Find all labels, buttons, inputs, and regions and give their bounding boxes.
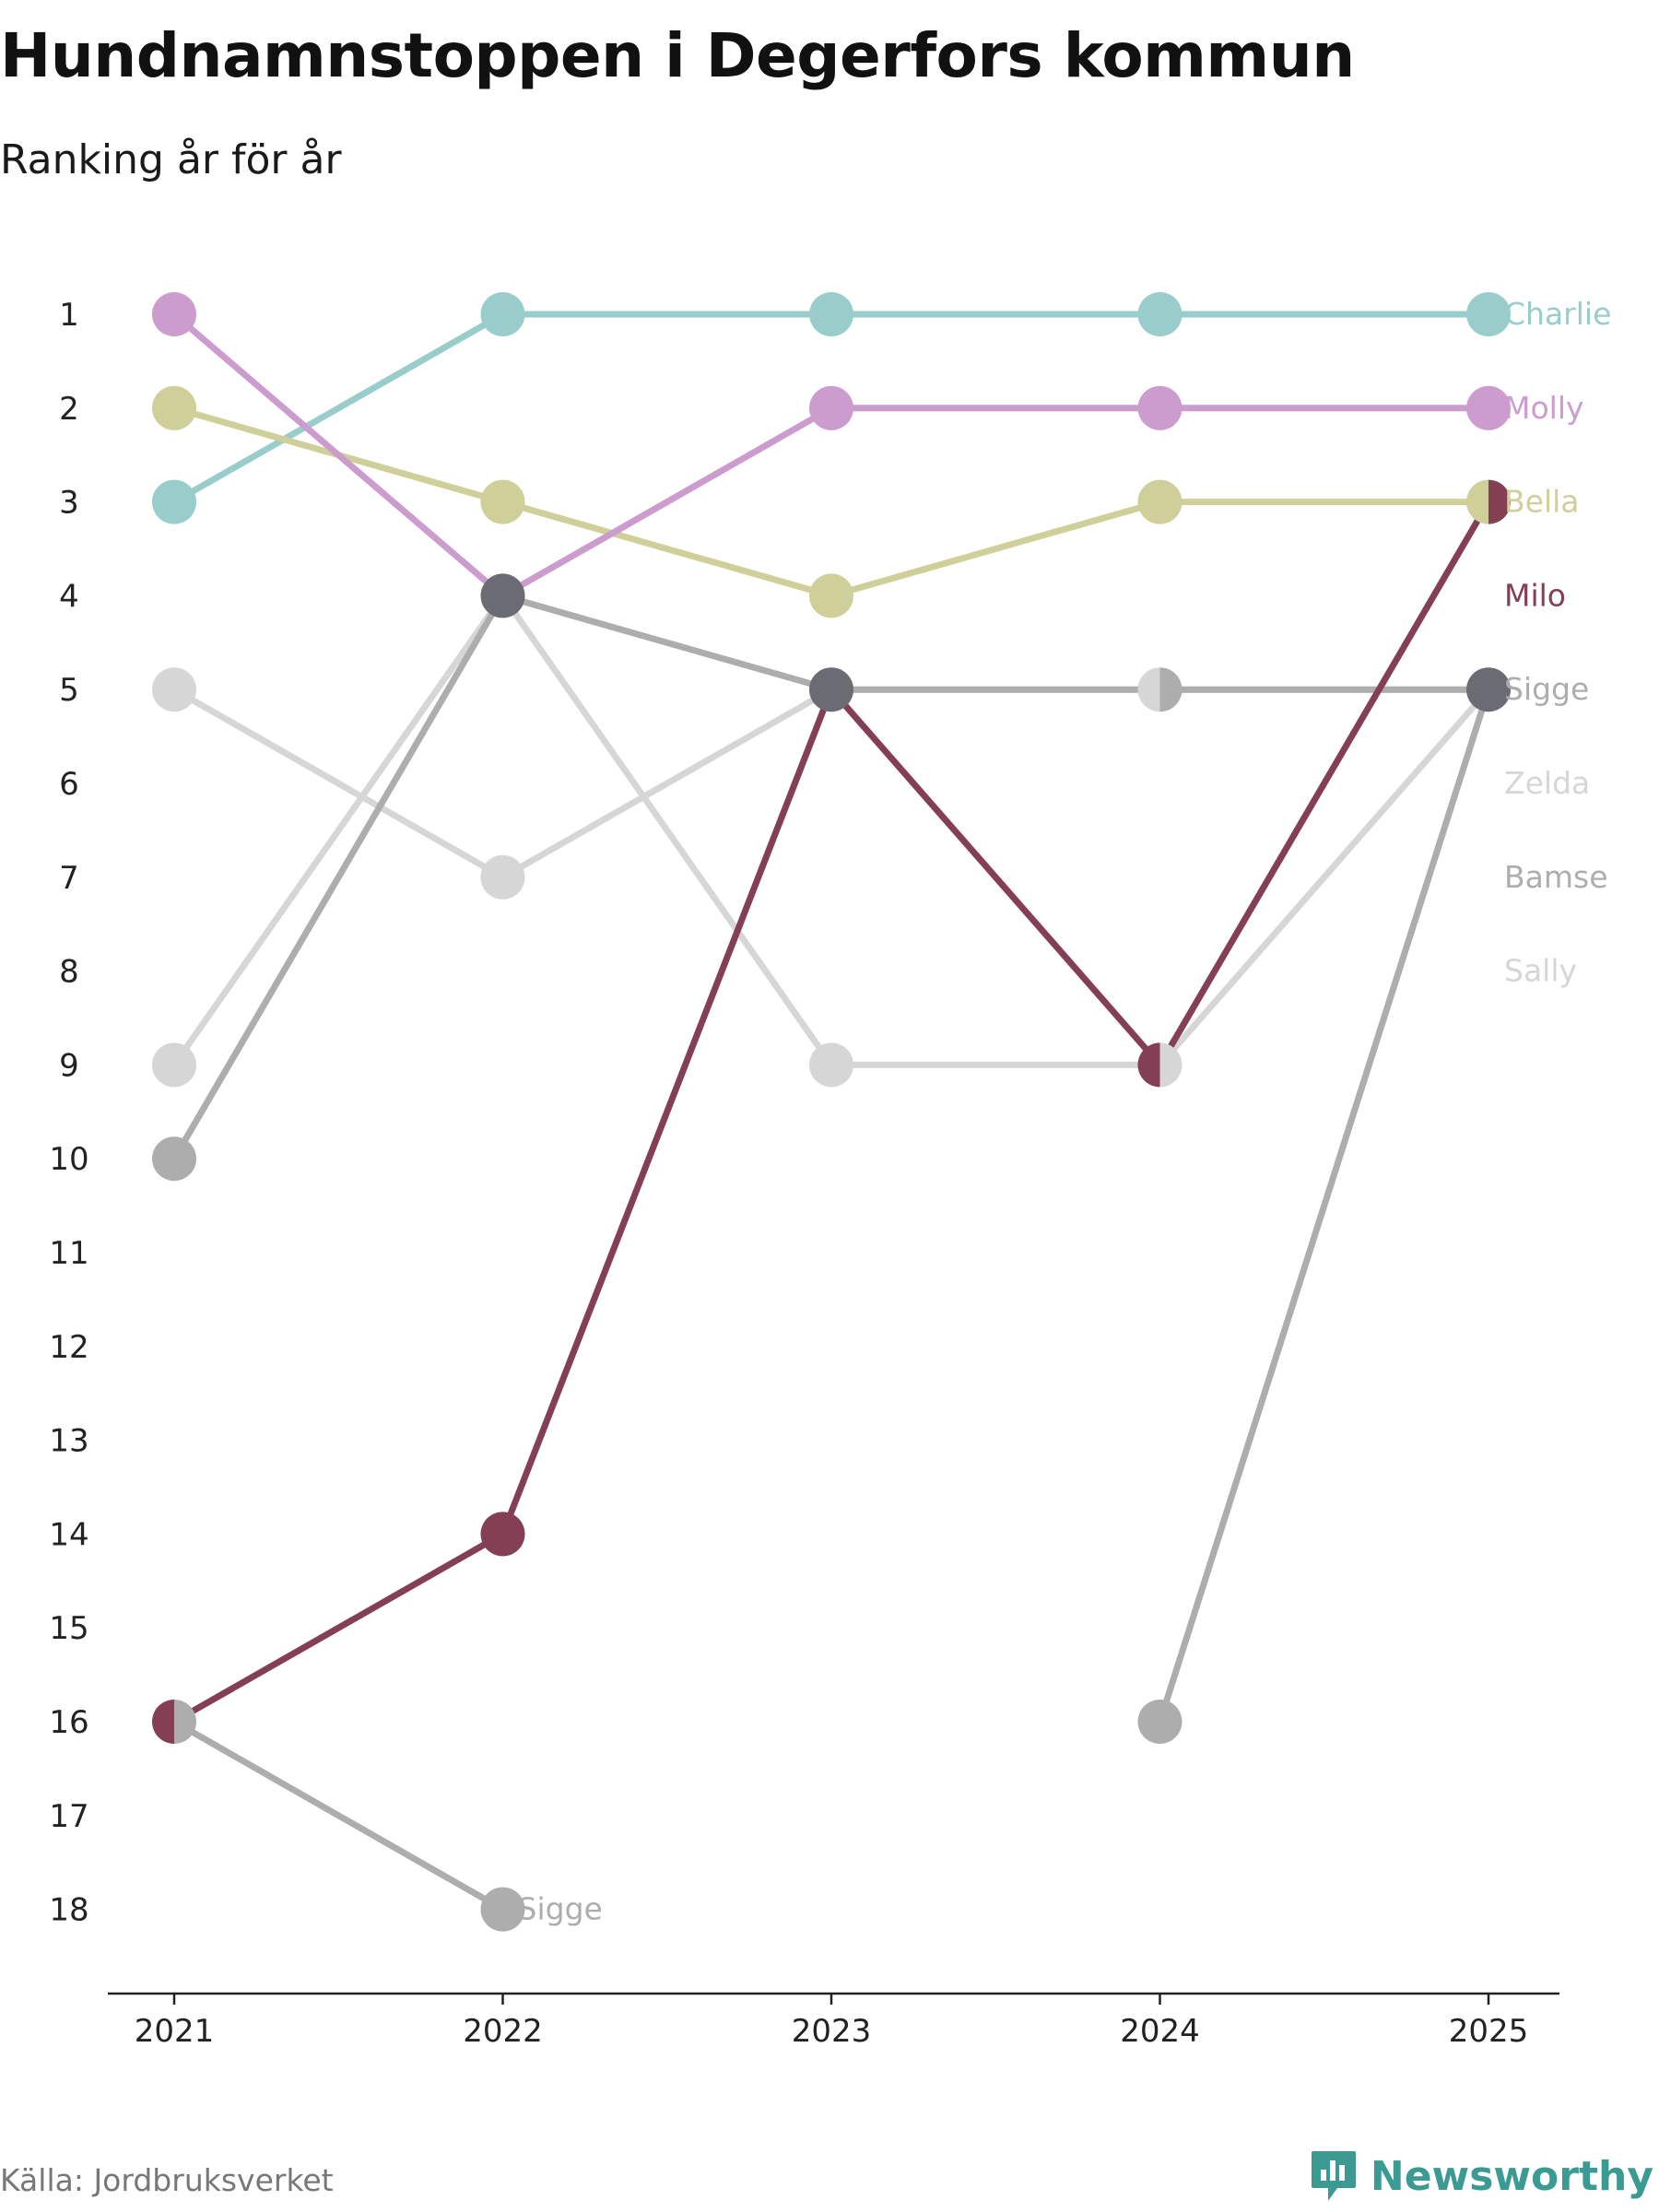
- series-line-sigge: [1157, 686, 1492, 1725]
- y-tick-label: 13: [49, 1423, 88, 1460]
- series-line-molly: [171, 311, 506, 599]
- dot-2022-rank-1: [480, 292, 525, 336]
- series-line-zelda: [500, 686, 835, 881]
- dot-2022-rank-3: [480, 479, 525, 524]
- y-tick-label: 3: [59, 485, 79, 522]
- x-tick-label: 2022: [463, 2013, 543, 2050]
- annotation-label-sigge: Sigge: [518, 1891, 603, 1927]
- series-line-milo: [171, 1530, 506, 1725]
- series-line-molly: [500, 405, 835, 599]
- series-line-bamse: [171, 592, 506, 1162]
- dot-2023-rank-5: [809, 667, 853, 712]
- dot-2024-rank-3: [1137, 479, 1182, 524]
- dot-2023-rank-9: [809, 1042, 853, 1088]
- dot-2021-rank-2: [152, 385, 196, 430]
- y-tick-label: 10: [49, 1141, 88, 1178]
- y-tick-label: 15: [49, 1610, 88, 1647]
- series-line-charlie: [171, 311, 506, 506]
- end-label-bamse: Bamse: [1504, 859, 1608, 895]
- dot-2022-rank-4: [480, 573, 525, 618]
- series-line-sally: [171, 592, 506, 1068]
- series-dots: [152, 292, 1512, 1932]
- dot-2024-rank-1: [1137, 292, 1182, 336]
- y-tick-label: 17: [49, 1798, 88, 1835]
- dot-2025-rank-1: [1466, 292, 1511, 336]
- end-label-milo: Milo: [1504, 577, 1566, 613]
- y-tick-label: 12: [49, 1329, 88, 1366]
- series-line-milo: [828, 686, 1163, 1068]
- brand-logo: Newsworthy: [1310, 2149, 1653, 2203]
- series-line-sally: [1157, 686, 1492, 1068]
- newsworthy-logo-icon: [1311, 2151, 1356, 2201]
- x-tick-label: 2023: [792, 2013, 872, 2050]
- dot-2022-rank-7: [480, 854, 525, 900]
- series-line-sigge: [171, 1718, 506, 1913]
- chart-title: Hundnamnstoppen i Degerfors kommun: [0, 20, 1355, 91]
- dot-2025-rank-3-right: [1488, 479, 1512, 524]
- dot-2021-rank-16-right: [174, 1700, 196, 1744]
- end-label-sigge: Sigge: [1504, 671, 1589, 707]
- y-tick-label: 16: [49, 1704, 88, 1741]
- y-tick-label: 6: [59, 766, 79, 803]
- x-tick-label: 2021: [135, 2013, 215, 2050]
- dot-2025-rank-3-left: [1466, 479, 1488, 524]
- series-lines: [171, 311, 1492, 1913]
- series-line-milo: [500, 686, 835, 1537]
- chart-subtitle: Ranking år för år: [0, 136, 342, 183]
- series-line-bella: [828, 499, 1163, 599]
- x-axis-ticks: 2021 2022 2023 2024 2025: [135, 1994, 1529, 2050]
- y-tick-label: 2: [59, 391, 79, 428]
- y-tick-label: 1: [59, 297, 79, 334]
- dot-2022-rank-14: [480, 1512, 525, 1557]
- dot-2024-rank-16: [1137, 1700, 1182, 1744]
- series-line-sally: [500, 592, 835, 1068]
- dot-2021-rank-5: [152, 667, 196, 712]
- dot-2024-rank-9-left: [1137, 1042, 1160, 1088]
- y-tick-label: 5: [59, 672, 79, 709]
- dot-2024-rank-9-right: [1159, 1042, 1182, 1088]
- brand-name: Newsworthy: [1370, 2152, 1653, 2200]
- end-label-zelda: Zelda: [1504, 765, 1590, 801]
- series-line-milo: [1157, 499, 1492, 1068]
- series-line-bamse: [500, 592, 835, 693]
- end-label-bella: Bella: [1504, 484, 1580, 520]
- y-tick-label: 18: [49, 1892, 88, 1929]
- end-label-sally: Sally: [1504, 953, 1577, 989]
- dot-2021-rank-9: [152, 1042, 196, 1088]
- y-tick-label: 8: [59, 954, 79, 991]
- end-labels: Charlie Molly Bella Milo Sigge Zelda Bamse Sall…: [518, 296, 1612, 1927]
- source-note: Källa: Jordbruksverket: [0, 2162, 334, 2198]
- dot-2021-rank-1: [152, 292, 196, 336]
- end-label-molly: Molly: [1504, 390, 1584, 426]
- dot-2023-rank-4: [809, 573, 853, 618]
- dot-2022-rank-18: [480, 1887, 525, 1932]
- end-label-charlie: Charlie: [1504, 296, 1611, 332]
- dot-2024-rank-2: [1137, 385, 1182, 430]
- dot-2021-rank-10: [152, 1136, 196, 1182]
- dot-2021-rank-3: [152, 479, 196, 524]
- y-tick-label: 4: [59, 578, 79, 615]
- dot-2025-rank-5: [1466, 667, 1511, 712]
- dot-2024-rank-5-left: [1137, 667, 1160, 712]
- series-line-zelda: [171, 686, 506, 881]
- dot-2024-rank-5-right: [1159, 667, 1182, 712]
- series-line-bella: [500, 499, 835, 599]
- y-tick-label: 11: [49, 1235, 88, 1272]
- dot-2023-rank-1: [809, 292, 853, 336]
- y-tick-label: 7: [59, 860, 79, 897]
- dot-2021-rank-16-left: [152, 1700, 174, 1744]
- dot-2023-rank-2: [809, 385, 853, 430]
- x-tick-label: 2025: [1449, 2013, 1529, 2050]
- dot-2025-rank-2: [1466, 385, 1511, 430]
- x-tick-label: 2024: [1120, 2013, 1200, 2050]
- y-tick-label: 9: [59, 1047, 79, 1084]
- y-tick-label: 14: [49, 1516, 88, 1553]
